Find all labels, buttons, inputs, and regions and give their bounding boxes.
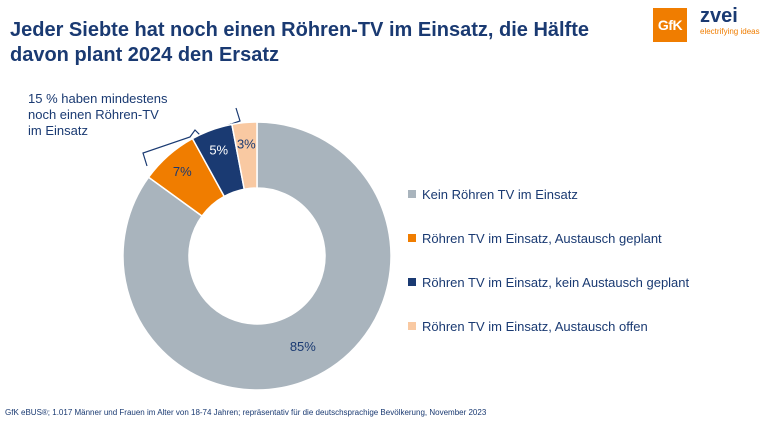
- annotation-line-2: noch einen Röhren-TV: [28, 107, 159, 122]
- legend-item: Röhren TV im Einsatz, kein Austausch gep…: [408, 273, 689, 291]
- legend-label: Röhren TV im Einsatz, Austausch geplant: [422, 230, 662, 246]
- title-line-1: Jeder Siebte hat noch einen Röhren-TV im…: [10, 19, 590, 41]
- zvei-logo-name: zvei: [700, 5, 738, 27]
- legend-swatch: [408, 322, 416, 330]
- chart-legend: Kein Röhren TV im Einsatz Röhren TV im Ei…: [408, 185, 689, 361]
- annotation-line-1: 15 % haben mindestens: [28, 91, 168, 106]
- legend-item: Röhren TV im Einsatz, Austausch offen: [408, 317, 689, 335]
- footnote: GfK eBUS®; 1.017 Männer und Frauen im Al…: [5, 408, 487, 417]
- legend-label: Kein Röhren TV im Einsatz: [422, 186, 578, 202]
- legend-item: Röhren TV im Einsatz, Austausch geplant: [408, 229, 689, 247]
- zvei-logo: zvei electrifying ideas: [700, 6, 766, 36]
- slice-r-hren-tv-im-einsatz-austausch-offen: [231, 121, 258, 191]
- page-title: Jeder Siebte hat noch einen Röhren-TV im…: [10, 18, 650, 68]
- annotation-text: 15 % haben mindestens noch einen Röhren-…: [28, 91, 198, 139]
- gfk-logo: GfK: [653, 8, 687, 42]
- data-label-kein-r-hren-tv-im-einsatz: 85%: [290, 339, 316, 354]
- data-label-r-hren-tv-im-einsatz-austausch-offen: 3%: [237, 137, 256, 152]
- legend-swatch: [408, 190, 416, 198]
- zvei-logo-claim: electrifying ideas: [700, 27, 760, 36]
- legend-label: Röhren TV im Einsatz, kein Austausch gep…: [422, 274, 690, 290]
- slice-kein-r-hren-tv-im-einsatz: [122, 121, 392, 391]
- legend-swatch: [408, 234, 416, 242]
- data-label-r-hren-tv-im-einsatz-kein-austausch-geplant: 5%: [209, 143, 228, 158]
- data-label-r-hren-tv-im-einsatz-austausch-geplant: 7%: [173, 164, 192, 179]
- annotation-line-3: im Einsatz: [28, 123, 88, 138]
- legend-label: Röhren TV im Einsatz, Austausch offen: [422, 318, 648, 334]
- legend-item: Kein Röhren TV im Einsatz: [408, 185, 689, 203]
- legend-swatch: [408, 278, 416, 286]
- title-line-2: davon plant 2024 den Ersatz: [10, 44, 279, 66]
